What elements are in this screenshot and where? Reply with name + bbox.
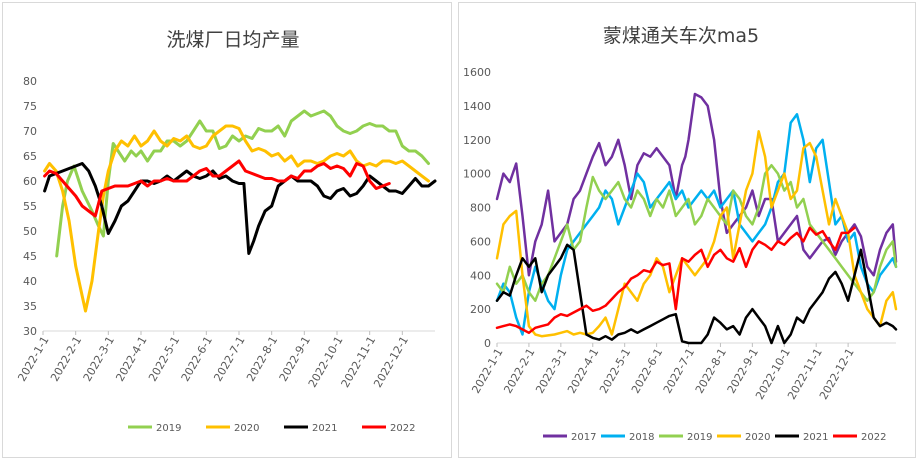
- x-tick-label: 2022-8-1: [693, 346, 729, 396]
- chart-title: 蒙煤通关车次ma5: [603, 25, 759, 47]
- y-tick-label: 200: [470, 303, 491, 316]
- y-tick-label: 70: [23, 125, 37, 138]
- y-tick-label: 60: [23, 175, 37, 188]
- x-tick-label: 2022-3-1: [81, 334, 117, 384]
- series-line-2018: [495, 113, 898, 336]
- series-line-2019: [495, 163, 898, 302]
- customs-chart: 蒙煤通关车次ma5 0 200 400 600 800 1000 1200 1400 1600 20…: [463, 25, 898, 443]
- y-tick-label: 80: [23, 75, 37, 88]
- legend-label-2019: 2019: [687, 432, 712, 443]
- x-tick-label: 2022-8-1: [244, 334, 280, 384]
- chart-panel-production: 洗煤厂日均产量 30 35 40 45 50 55 60 65 70 75 80 2022-1-1 202…: [2, 2, 452, 458]
- y-tick-label: 400: [470, 269, 491, 282]
- x-tick-label: 2022-5-1: [597, 346, 633, 396]
- x-tick-label: 2022-3-1: [533, 346, 569, 396]
- legend-label-2019: 2019: [156, 423, 181, 434]
- legend-label-2021: 2021: [803, 432, 828, 443]
- y-tick-label: 55: [23, 200, 37, 213]
- y-tick-label: 800: [470, 202, 491, 215]
- legend-label-2018: 2018: [629, 432, 654, 443]
- y-tick-label: 1200: [463, 134, 491, 147]
- x-tick-label: 2022-1-1: [15, 334, 51, 384]
- chart-panel-customs: 蒙煤通关车次ma5 0 200 400 600 800 1000 1200 1400 1600 20…: [458, 2, 916, 458]
- y-tick-label: 75: [23, 100, 37, 113]
- legend-label-2020: 2020: [234, 423, 259, 434]
- series-line-2022: [495, 226, 856, 335]
- series-line-2020: [43, 124, 430, 313]
- y-tick-label: 600: [470, 235, 491, 248]
- y-tick-label: 50: [23, 225, 37, 238]
- x-tick-label: 2022-4-1: [113, 334, 149, 384]
- production-chart: 洗煤厂日均产量30354045505560657075802022-1-1202…: [15, 29, 437, 434]
- x-tick-label: 2022-5-1: [146, 334, 182, 384]
- legend-label-2017: 2017: [571, 432, 596, 443]
- y-tick-label: 1400: [463, 100, 491, 113]
- series-line-2022: [43, 159, 391, 218]
- series-line-2021: [495, 243, 898, 345]
- x-tick-label: 2022-9-1: [725, 346, 761, 396]
- y-tick-label: 35: [23, 300, 37, 313]
- legend-label-2021: 2021: [312, 423, 337, 434]
- x-tick-label: 2022-7-1: [211, 334, 247, 384]
- y-tick-label: 40: [23, 275, 37, 288]
- y-tick-label: 65: [23, 150, 37, 163]
- chart-title: 洗煤厂日均产量: [166, 29, 299, 51]
- x-tick-label: 2022-4-1: [565, 346, 601, 396]
- x-tick-label: 2022-2-1: [501, 346, 537, 396]
- y-tick-label: 45: [23, 250, 37, 263]
- x-tick-label: 2022-7-1: [661, 346, 697, 396]
- series-line-2020: [495, 130, 898, 338]
- x-tick-label: 2022-6-1: [629, 346, 665, 396]
- legend-label-2022: 2022: [390, 423, 415, 434]
- y-tick-label: 1000: [463, 168, 491, 181]
- legend-label-2020: 2020: [745, 432, 770, 443]
- series-line-2021: [43, 162, 437, 255]
- x-tick-label: 2022-9-1: [277, 334, 313, 384]
- y-tick-label: 30: [23, 325, 37, 338]
- y-tick-label: 0: [484, 337, 491, 350]
- legend-label-2022: 2022: [861, 432, 886, 443]
- x-tick-label: 2022-6-1: [179, 334, 215, 384]
- x-tick-label: 2022-1-1: [469, 346, 505, 396]
- y-tick-label: 1600: [463, 66, 491, 79]
- x-tick-label: 2022-2-1: [48, 334, 84, 384]
